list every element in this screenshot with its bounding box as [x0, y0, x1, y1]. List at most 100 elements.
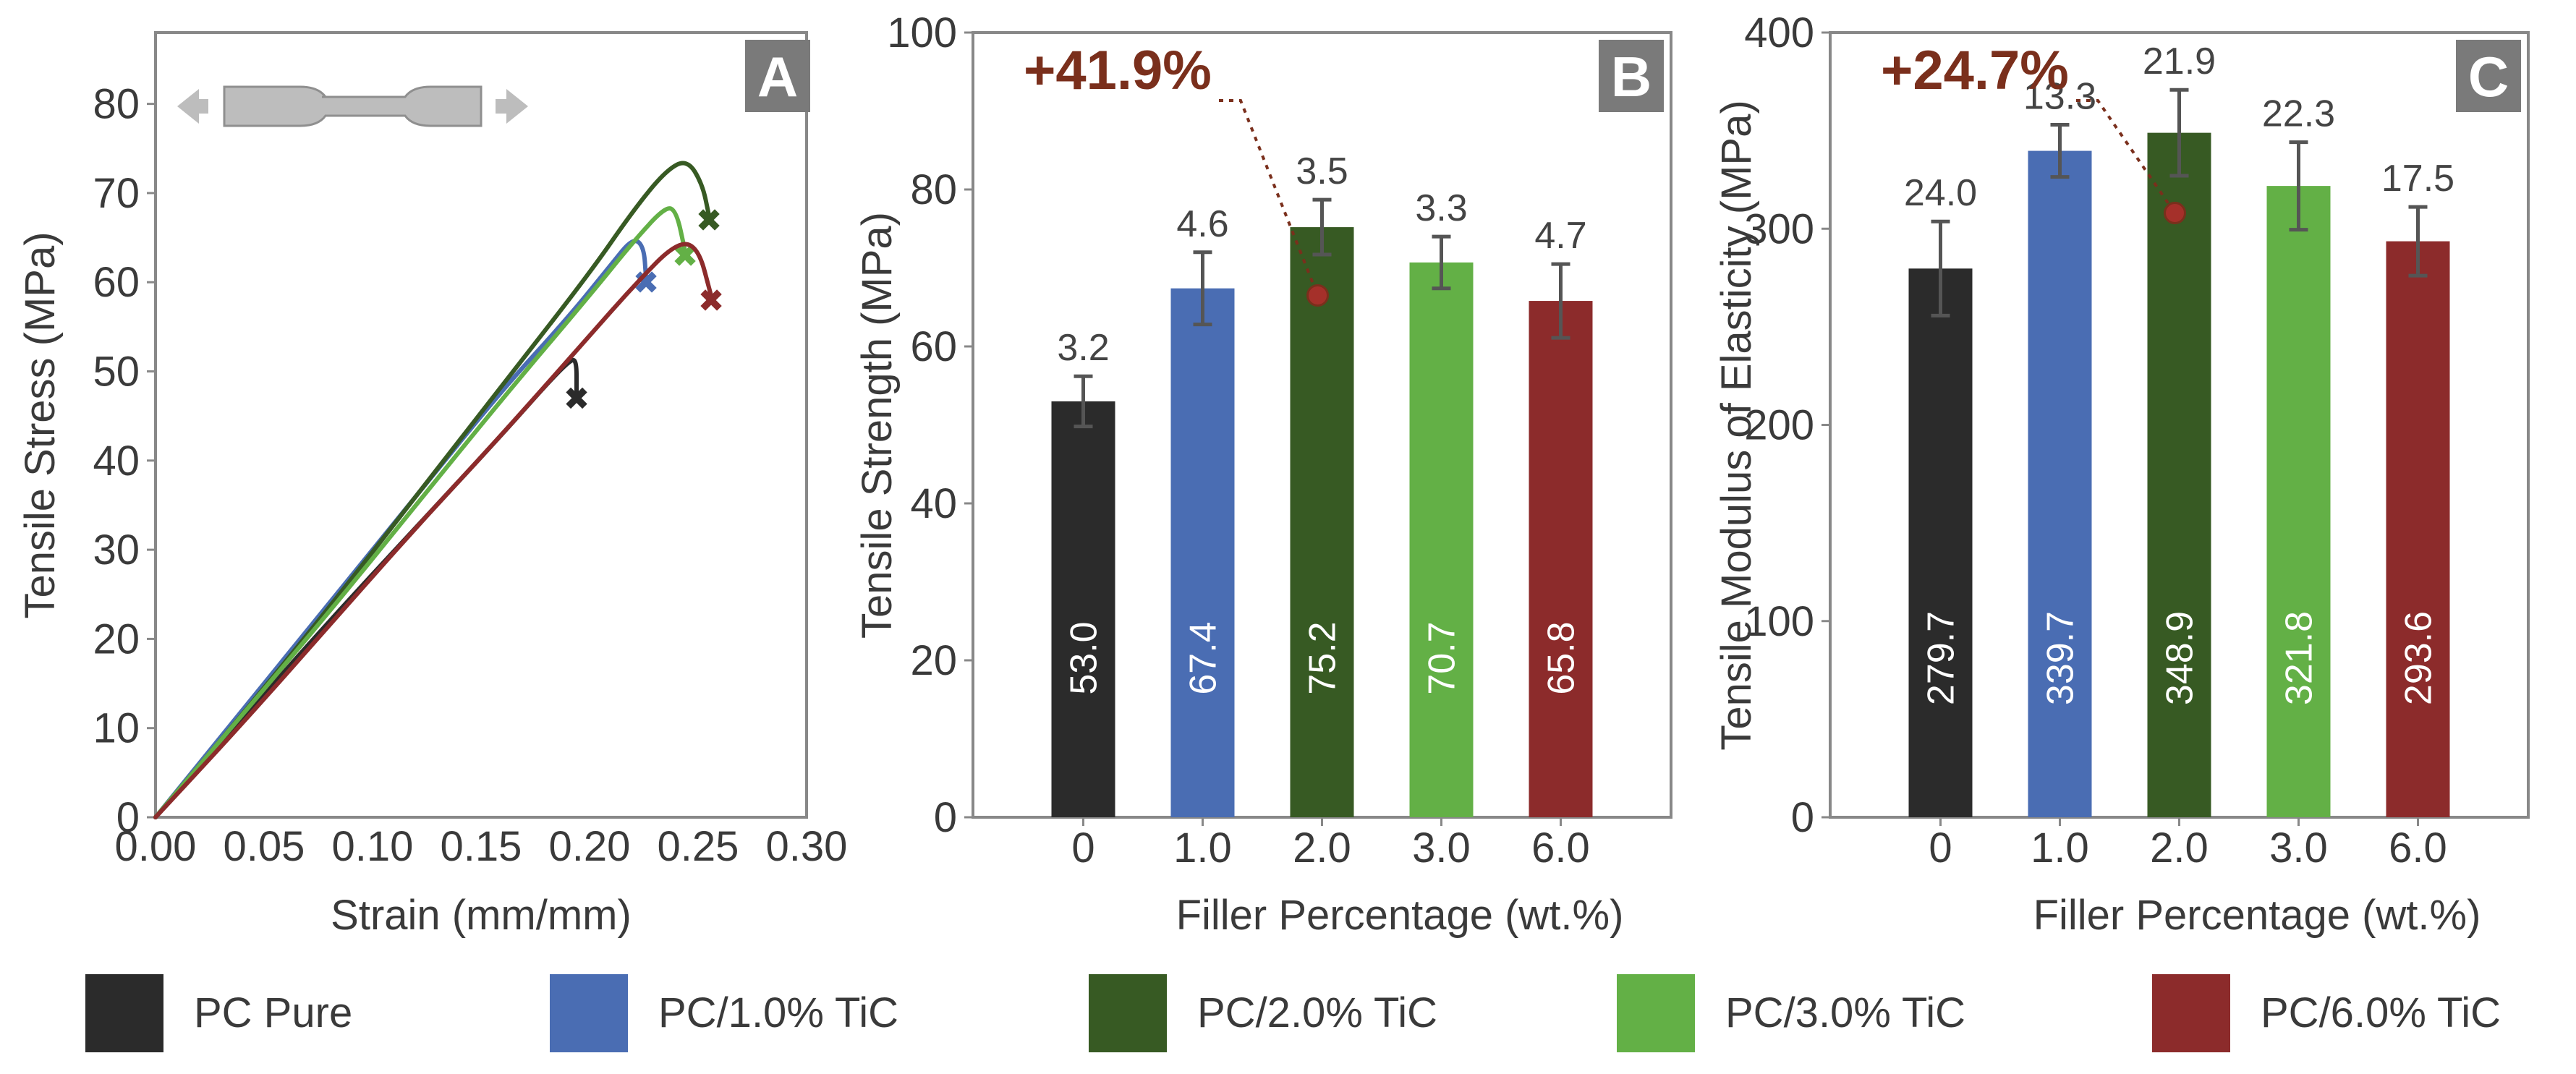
- panel-a: 0.00 0.05 0.10 0.15 0.20 0.25 0.30 0 10 20 30 40 50…: [17, 31, 848, 939]
- y-tick-label: 40: [910, 480, 957, 527]
- bar-value-label: 75.2: [1302, 621, 1344, 694]
- panel-a-series: ✖✖✖✖✖: [153, 161, 725, 819]
- bar: [1290, 227, 1354, 818]
- x-tick-label: 0: [1929, 824, 1952, 871]
- x-tick-label: 3.0: [2269, 824, 2328, 871]
- y-tick-label: 300: [1744, 205, 1814, 252]
- x-tick-label: 2.0: [2150, 824, 2209, 871]
- legend-swatch: [1089, 974, 1167, 1052]
- y-tick-label: 40: [93, 438, 140, 485]
- panel-c-bars: 279.7 24.0 339.7 13.3 348.9 21.9 321.8 22.3 293.…: [1904, 41, 2454, 818]
- error-value-label: 24.0: [1904, 172, 1977, 214]
- y-tick-label: 0: [116, 794, 140, 841]
- legend-swatch: [85, 974, 163, 1052]
- error-value-label: 13.3: [2023, 75, 2096, 117]
- panel-b-bars: 53.0 3.2 67.4 4.6 75.2 3.5 70.7 3.3 65.8 4.7: [1051, 150, 1593, 818]
- bar: [1409, 262, 1474, 817]
- bar-value-label: 293.6: [2398, 611, 2440, 705]
- y-tick-label: 0: [934, 794, 957, 841]
- panel-a-y-ticks: 0 10 20 30 40 50 60 70 80: [93, 81, 156, 841]
- panel-c-x-ticks: 0 1.0 2.0 3.0 6.0: [1929, 817, 2447, 871]
- break-marker: ✖: [564, 382, 590, 417]
- y-tick-label: 60: [910, 323, 957, 370]
- x-tick-label: 1.0: [1173, 824, 1232, 871]
- y-tick-label: 30: [93, 527, 140, 574]
- panel-c-letter-badge: [2456, 40, 2521, 112]
- bar-value-label: 70.7: [1421, 621, 1463, 694]
- arrow-right-icon: [506, 89, 528, 124]
- x-tick-label: 0.00: [115, 823, 197, 870]
- panel-b-x-label: Filler Percentage (wt.%): [1176, 892, 1624, 939]
- error-value-label: 17.5: [2381, 158, 2454, 200]
- panel-a-frame: [154, 31, 808, 819]
- panel-a-x-label: Strain (mm/mm): [331, 892, 632, 939]
- bar: [1170, 288, 1235, 818]
- break-marker: ✖: [696, 203, 723, 239]
- panel-a-y-label: Tensile Stress (MPa): [17, 231, 64, 618]
- series-line-5: [153, 242, 713, 819]
- bar: [2147, 132, 2211, 817]
- y-tick-label: 50: [93, 349, 140, 396]
- x-tick-label: 3.0: [1412, 824, 1471, 871]
- y-tick-label: 80: [910, 166, 957, 213]
- x-tick-label: 0.05: [224, 823, 305, 870]
- annotation-point: [1306, 284, 1329, 307]
- x-tick-label: 0.25: [658, 823, 739, 870]
- specimen-icon: [177, 85, 528, 127]
- panel-a-letter: A: [757, 45, 798, 108]
- y-tick-label: 200: [1744, 402, 1814, 449]
- arrow-left-shaft: [195, 99, 208, 114]
- error-value-label: 3.3: [1415, 187, 1467, 229]
- x-tick-label: 0.30: [766, 823, 848, 870]
- y-tick-label: 100: [1744, 598, 1814, 645]
- panel-b-y-ticks: 0 20 40 60 80 100: [887, 9, 973, 841]
- y-tick-label: 70: [93, 170, 140, 217]
- y-tick-label: 20: [910, 637, 957, 684]
- error-value-label: 4.7: [1534, 215, 1586, 257]
- bar-value-label: 321.8: [2279, 611, 2321, 705]
- series-line-4: [153, 206, 687, 819]
- legend-label: PC/2.0% TiC: [1197, 989, 1437, 1036]
- x-tick-label: 1.0: [2031, 824, 2089, 871]
- panel-b-annotation: +41.9%: [1024, 40, 1329, 307]
- legend-label: PC/3.0% TiC: [1725, 989, 1965, 1036]
- panel-b-x-ticks: 0 1.0 2.0 3.0 6.0: [1071, 817, 1590, 871]
- y-tick-label: 10: [93, 705, 140, 752]
- panel-a-x-ticks: 0.00 0.05 0.10 0.15 0.20 0.25 0.30: [115, 823, 848, 870]
- annotation-leader: [1219, 99, 1319, 297]
- legend-label: PC Pure: [194, 989, 352, 1036]
- bar: [2386, 241, 2450, 817]
- x-tick-label: 0.10: [332, 823, 414, 870]
- annotation-leader: [2076, 99, 2177, 214]
- x-tick-label: 0: [1071, 824, 1094, 871]
- bar: [2266, 186, 2331, 817]
- bar-value-label: 279.7: [1921, 611, 1963, 705]
- legend-label: PC/6.0% TiC: [2261, 989, 2501, 1036]
- break-marker: ✖: [698, 284, 725, 319]
- panel-b-letter: B: [1611, 45, 1652, 108]
- legend-swatch: [1617, 974, 1695, 1052]
- panel-a-letter-badge: [745, 40, 810, 112]
- panel-c: 0 100 200 300 400 279.7 24.0 339.7 13.3 348.9 21.…: [1713, 9, 2530, 939]
- bar-value-label: 339.7: [2040, 611, 2082, 705]
- x-tick-label: 6.0: [2389, 824, 2447, 871]
- panel-b-y-label: Tensile Strength (MPa): [854, 212, 901, 639]
- panel-c-annotation: +24.7%: [1881, 40, 2186, 225]
- panel-c-y-label: Tensile Modulus of Elasticity (MPa): [1713, 100, 1760, 750]
- legend-label: PC/1.0% TiC: [658, 989, 898, 1036]
- x-tick-label: 0.20: [549, 823, 631, 870]
- panel-b-letter-badge: [1599, 40, 1664, 112]
- dogbone-specimen-icon: [223, 85, 483, 127]
- x-tick-label: 0.15: [441, 823, 522, 870]
- y-tick-label: 400: [1744, 9, 1814, 56]
- legend-swatch: [550, 974, 628, 1052]
- panel-c-x-label: Filler Percentage (wt.%): [2033, 892, 2481, 939]
- y-tick-label: 80: [93, 81, 140, 128]
- error-value-label: 3.5: [1296, 150, 1348, 192]
- y-tick-label: 20: [93, 615, 140, 662]
- bar: [1529, 301, 1593, 817]
- error-value-label: 21.9: [2143, 41, 2216, 82]
- bar-value-label: 348.9: [2159, 611, 2201, 705]
- bar: [2028, 150, 2092, 818]
- bar-value-label: 67.4: [1183, 621, 1225, 694]
